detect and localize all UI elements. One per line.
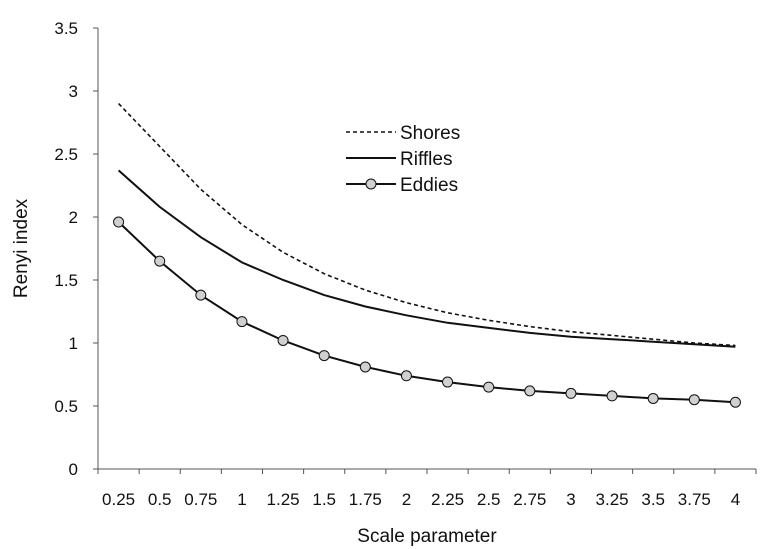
y-tick-label: 3.5 xyxy=(54,19,78,38)
data-point-eddies xyxy=(318,350,330,362)
data-point-eddies xyxy=(524,385,536,397)
data-point-eddies xyxy=(154,255,166,267)
data-point-eddies xyxy=(729,396,741,408)
y-tick-label: 2.5 xyxy=(54,145,78,164)
y-axis-title: Renyi index xyxy=(11,198,32,298)
x-tick-label: 3.75 xyxy=(678,490,711,509)
data-point-eddies xyxy=(606,390,618,402)
y-tick-label: 3 xyxy=(69,82,78,101)
axes xyxy=(97,28,756,470)
x-tick-label: 3.5 xyxy=(641,490,665,509)
y-axis-ticks: 0 0.5 1 1.5 2 2.5 3 3.5 xyxy=(54,19,98,479)
legend-marker-eddies xyxy=(365,178,377,190)
x-tick-label: 2 xyxy=(402,490,411,509)
legend-label-eddies: Eddies xyxy=(400,175,458,196)
x-tick-label: 0.25 xyxy=(102,490,135,509)
x-tick-label: 1 xyxy=(237,490,246,509)
x-tick-label: 1.75 xyxy=(349,490,382,509)
legend-label-riffles: Riffles xyxy=(400,149,452,170)
x-tick-label: 2.5 xyxy=(477,490,501,509)
x-tick-label: 0.75 xyxy=(184,490,217,509)
x-tick-label: 2.75 xyxy=(513,490,546,509)
y-tick-label: 1.5 xyxy=(54,271,78,290)
x-axis-ticks: 0.25 0.5 0.75 1 1.25 1.5 1.75 2 2.25 2.5 2.75 3 3.25… xyxy=(97,469,757,509)
x-tick-label: 3 xyxy=(566,490,575,509)
x-tick-label: 1.5 xyxy=(312,490,336,509)
data-point-eddies xyxy=(277,334,289,346)
data-point-eddies xyxy=(565,387,577,399)
data-point-eddies xyxy=(400,370,412,382)
legend-label-shores: Shores xyxy=(400,123,460,144)
y-tick-label: 2 xyxy=(69,208,78,227)
x-tick-label: 1.25 xyxy=(267,490,300,509)
data-point-eddies xyxy=(442,376,454,388)
legend: Shores Riffles Eddies xyxy=(346,123,460,196)
data-point-eddies xyxy=(195,289,207,301)
x-tick-label: 4 xyxy=(731,490,740,509)
y-tick-label: 0.5 xyxy=(54,397,78,416)
series-line-eddies xyxy=(117,221,736,404)
data-point-eddies xyxy=(236,316,248,328)
series-layer xyxy=(113,103,741,408)
data-point-eddies xyxy=(359,361,371,373)
y-tick-label: 1 xyxy=(69,334,78,353)
data-point-eddies xyxy=(688,394,700,406)
series-line-riffles xyxy=(117,169,736,348)
data-point-eddies xyxy=(483,381,495,393)
data-point-eddies xyxy=(113,216,125,228)
x-axis-title: Scale parameter xyxy=(357,526,497,547)
x-tick-label: 2.25 xyxy=(431,490,464,509)
y-tick-label: 0 xyxy=(69,460,78,479)
x-tick-label: 0.5 xyxy=(148,490,172,509)
x-tick-label: 3.25 xyxy=(596,490,629,509)
data-point-eddies xyxy=(647,392,659,404)
